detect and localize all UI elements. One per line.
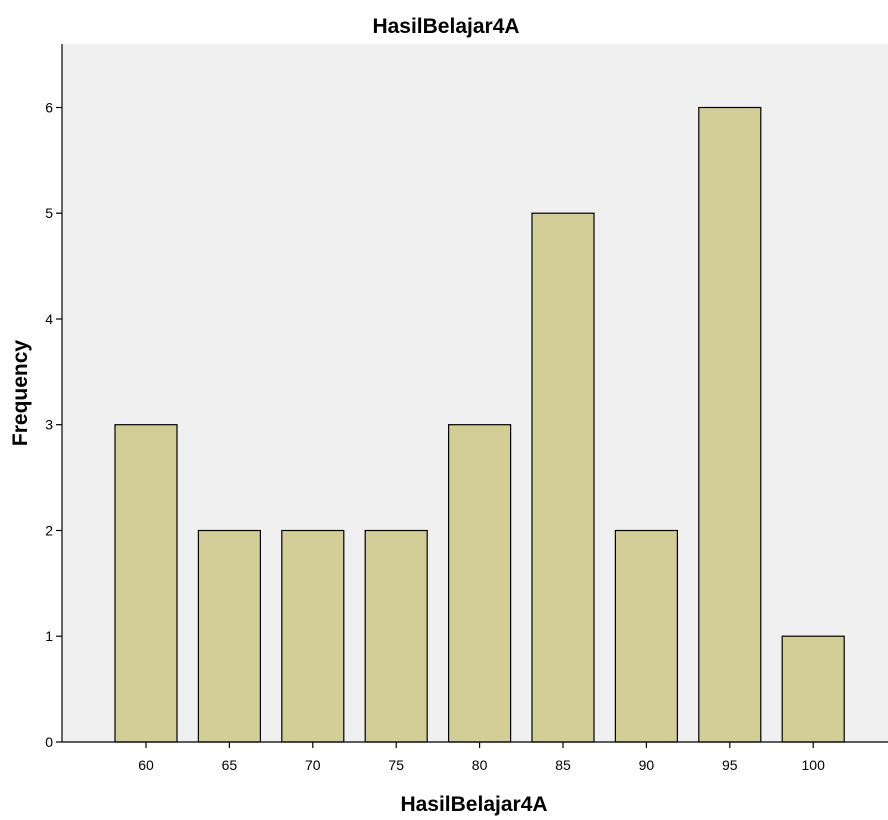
y-tick-label-1: 1 [45,628,53,644]
y-axis-label: Frequency [9,340,32,447]
y-tick-label-4: 4 [45,311,53,327]
y-tick-label-2: 2 [45,523,53,539]
bars-layer [114,106,845,743]
y-tick-label-3: 3 [45,417,53,433]
x-tick-label-80: 80 [472,757,488,773]
bar-95 [698,106,762,743]
x-axis-label: HasilBelajar4A [400,793,547,816]
x-tick-label-100: 100 [802,757,826,773]
y-tick-label-6: 6 [45,100,53,116]
x-tick-label-75: 75 [388,757,404,773]
bar-70 [281,529,345,743]
x-tick-label-85: 85 [555,757,571,773]
chart-title: HasilBelajar4A [372,15,519,38]
bar-90 [614,529,679,743]
y-tick-label-0: 0 [45,734,53,750]
bar-75 [364,529,428,743]
x-tick-label-95: 95 [722,757,738,773]
y-axis-ticks: 0 1 2 3 4 5 6 [45,100,62,750]
bar-100 [781,635,845,743]
bar-65 [197,529,261,743]
x-tick-label-60: 60 [138,757,154,773]
x-tick-label-70: 70 [305,757,321,773]
x-tick-label-65: 65 [222,757,238,773]
x-tick-label-90: 90 [639,757,655,773]
x-axis-ticks: 60 65 70 75 80 85 90 95 100 [138,742,825,773]
bar-80 [448,424,512,743]
bar-85 [531,212,595,743]
bar-60 [114,424,178,743]
y-tick-label-5: 5 [45,205,53,221]
